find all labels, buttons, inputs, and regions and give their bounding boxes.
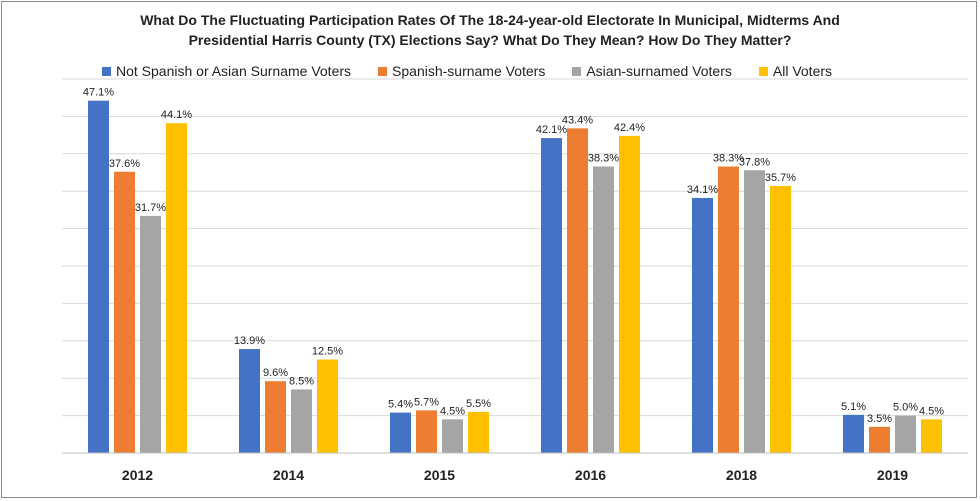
legend-swatch-asian-surnamed [572, 66, 582, 76]
bar-asian-surnamed-voters-2019 [895, 415, 916, 453]
data-label-asian-surnamed-voters-2015: 4.5% [440, 405, 465, 417]
bar-spanish-surname-voters-2016 [567, 128, 588, 454]
gridlines [62, 78, 968, 417]
bar-not-spanish-or-asian-surname-voters-2019 [843, 414, 864, 453]
data-label-spanish-surname-voters-2016: 43.4% [562, 114, 593, 126]
x-tick-label-2012: 2012 [122, 467, 153, 483]
data-label-spanish-surname-voters-2018: 38.3% [713, 153, 744, 165]
bar-spanish-surname-voters-2018 [718, 166, 739, 454]
bar-spanish-surname-voters-2019 [869, 426, 890, 453]
chart-title-line-2: Presidential Harris County (TX) Election… [188, 32, 792, 48]
bar-all-voters-2016 [619, 135, 640, 453]
bar-spanish-surname-voters-2015 [416, 410, 437, 453]
data-labels: 47.1% 37.6% 31.7% 44.1% 13.9% 9.6%8.5% 12.5% 5.… [83, 87, 944, 425]
bar-not-spanish-or-asian-surname-voters-2014 [239, 349, 260, 453]
legend-item-all-voters: All Voters [758, 63, 833, 79]
data-label-asian-surnamed-voters-2018: 37.8% [739, 156, 770, 168]
bar-not-spanish-or-asian-surname-voters-2016 [541, 138, 562, 454]
chart-title-line-1: What Do The Fluctuating Participation Ra… [140, 12, 840, 28]
bar-all-voters-2012 [166, 123, 187, 453]
legend: Not Spanish or Asian Surname Voters Span… [102, 61, 859, 81]
legend-swatch-not-spanish-or-asian [102, 66, 111, 76]
bar-asian-surnamed-voters-2012 [140, 215, 161, 453]
data-label-not-spanish-or-asian-surname-voters-2015: 5.4% [388, 399, 413, 411]
x-tick-label-2014: 2014 [273, 467, 304, 483]
bar-asian-surnamed-voters-2014 [291, 389, 312, 453]
bar-asian-surnamed-voters-2018 [744, 170, 765, 454]
bar-asian-surnamed-voters-2016 [593, 166, 614, 454]
data-label-spanish-surname-voters-2019: 3.5% [867, 413, 892, 425]
data-label-spanish-surname-voters-2012: 37.6% [109, 158, 140, 170]
data-label-all-voters-2016: 42.4% [614, 122, 645, 134]
data-label-spanish-surname-voters-2015: 5.7% [414, 396, 439, 408]
bar-asian-surnamed-voters-2015 [442, 419, 463, 453]
legend-item-not-spanish-or-asian: Not Spanish or Asian Surname Voters [102, 63, 351, 79]
data-label-all-voters-2018: 35.7% [765, 172, 796, 184]
bar-all-voters-2014 [317, 359, 338, 453]
legend-label-not-spanish-or-asian: Not Spanish or Asian Surname Voters [116, 63, 352, 79]
x-tick-label-2019: 2019 [877, 467, 908, 483]
data-label-all-voters-2019: 4.5% [919, 405, 944, 417]
bar-spanish-surname-voters-2012 [114, 171, 135, 453]
bar-all-voters-2015 [468, 411, 489, 453]
data-label-asian-surnamed-voters-2016: 38.3% [588, 153, 619, 165]
data-label-not-spanish-or-asian-surname-voters-2016: 42.1% [536, 124, 567, 136]
bar-not-spanish-or-asian-surname-voters-2015 [390, 412, 411, 453]
legend-label-spanish-surname: Spanish-surname Voters [392, 63, 546, 79]
bar-all-voters-2018 [770, 185, 791, 454]
x-tick-label-2018: 2018 [726, 467, 757, 483]
data-label-not-spanish-or-asian-surname-voters-2018: 34.1% [687, 184, 718, 196]
data-label-all-voters-2014: 12.5% [312, 346, 343, 358]
data-label-asian-surnamed-voters-2019: 5.0% [893, 402, 918, 414]
legend-label-all-voters: All Voters [772, 63, 833, 79]
bar-not-spanish-or-asian-surname-voters-2018 [692, 197, 713, 453]
data-label-not-spanish-or-asian-surname-voters-2012: 47.1% [83, 87, 114, 99]
data-label-not-spanish-or-asian-surname-voters-2014: 13.9% [234, 335, 265, 347]
data-label-asian-surnamed-voters-2014: 8.5% [289, 375, 314, 387]
legend-swatch-spanish-surname [378, 66, 388, 76]
bar-all-voters-2019 [921, 419, 942, 453]
bar-spanish-surname-voters-2014 [265, 381, 286, 453]
x-tick-label-2016: 2016 [575, 467, 606, 483]
data-label-asian-surnamed-voters-2012: 31.7% [135, 202, 166, 214]
legend-label-asian-surnamed: Asian-surnamed Voters [586, 63, 732, 79]
chart-title: What Do The Fluctuating Participation Ra… [2, 10, 978, 50]
legend-item-spanish-surname: Spanish-surname Voters [378, 63, 545, 79]
bars [88, 100, 942, 454]
legend-swatch-all-voters [758, 66, 768, 76]
bar-not-spanish-or-asian-surname-voters-2012 [88, 100, 109, 453]
x-axis-tick-labels: 2012 2014 2015 2016 2018 2019 [122, 467, 908, 483]
x-tick-label-2015: 2015 [424, 467, 455, 483]
data-label-not-spanish-or-asian-surname-voters-2019: 5.1% [841, 401, 866, 413]
data-label-all-voters-2015: 5.5% [466, 398, 491, 410]
data-label-all-voters-2012: 44.1% [161, 109, 192, 121]
legend-item-asian-surnamed: Asian-surnamed Voters [572, 63, 732, 79]
data-label-spanish-surname-voters-2014: 9.6% [263, 367, 288, 379]
